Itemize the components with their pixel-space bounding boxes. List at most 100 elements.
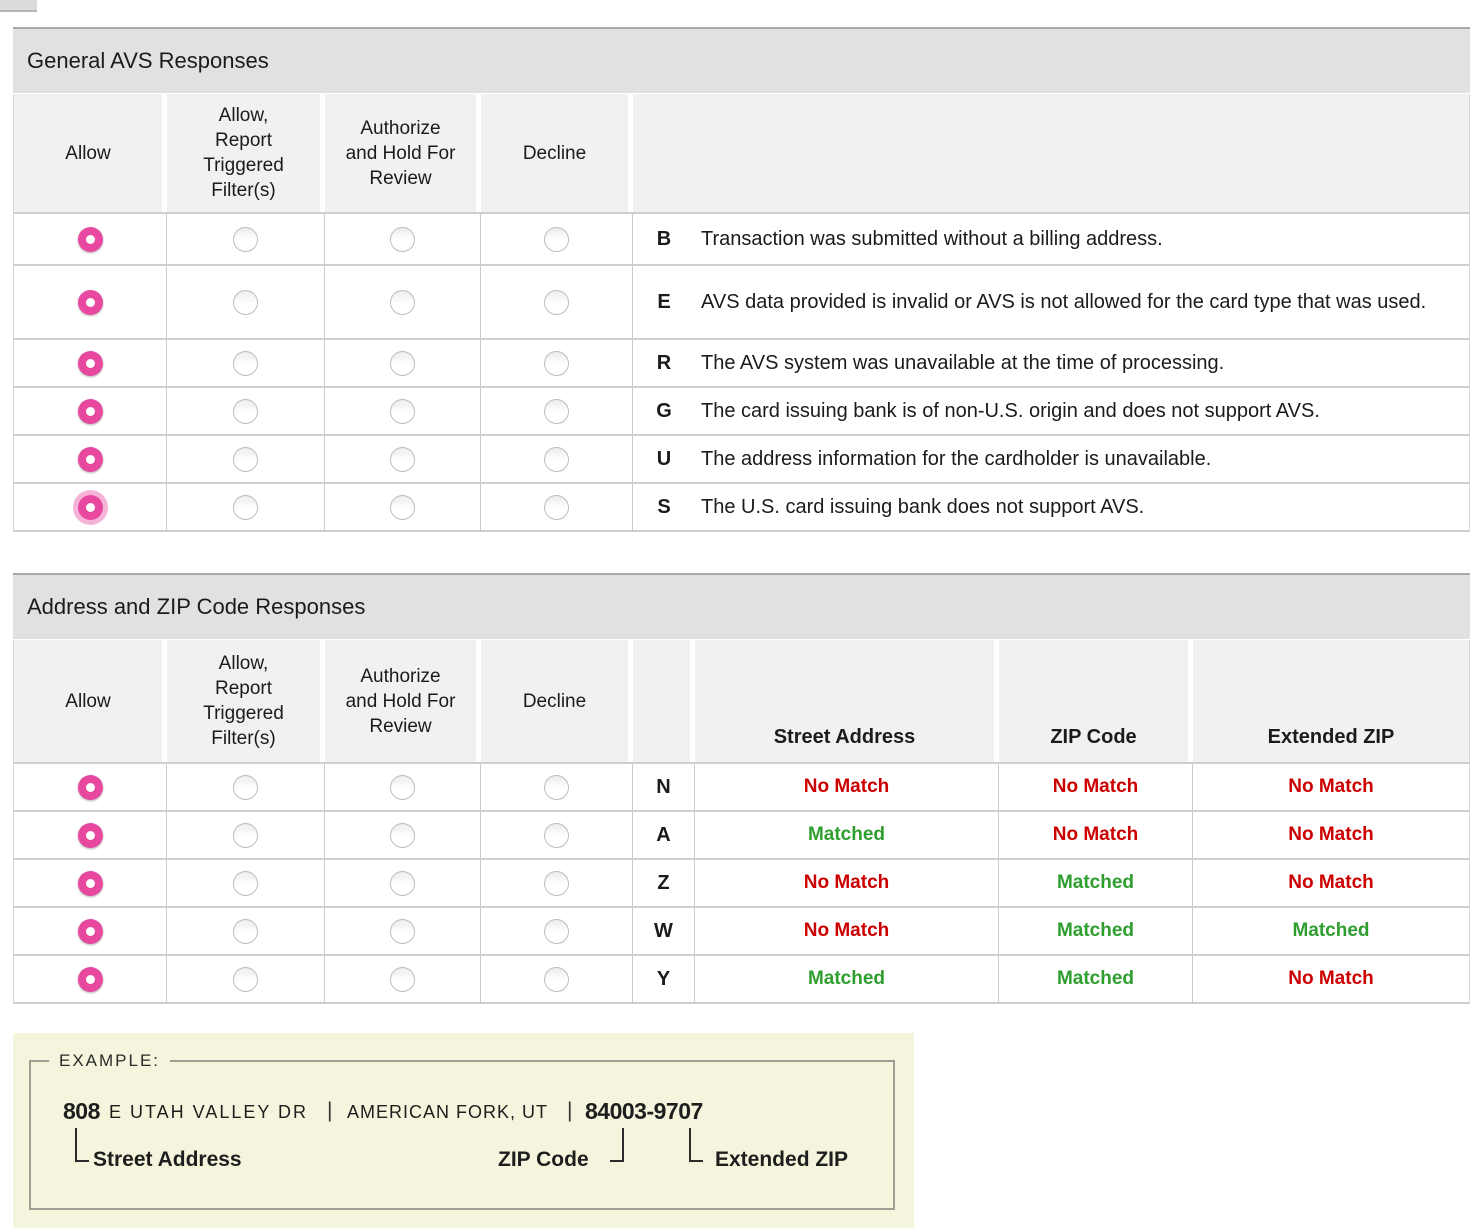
radio-cell <box>325 812 481 858</box>
table-row-E: E AVS data provided is invalid or AVS is … <box>14 266 1469 340</box>
header-allow: Allow <box>14 94 167 212</box>
table-row-S: S The U.S. card issuing bank does not sup… <box>14 484 1469 532</box>
radio-cell <box>167 388 325 434</box>
radio-authorize-hold-N[interactable] <box>390 774 415 800</box>
radio-report-triggered-E[interactable] <box>233 289 258 315</box>
radio-report-triggered-N[interactable] <box>233 774 258 800</box>
zip-code-connector-line <box>610 1128 624 1162</box>
street-address-match: No Match <box>695 764 999 810</box>
radio-allow-E[interactable] <box>77 289 103 315</box>
radio-authorize-hold-R[interactable] <box>390 350 415 376</box>
radio-authorize-hold-B[interactable] <box>390 226 415 252</box>
table-row-W: W No Match Matched Matched <box>14 908 1469 956</box>
radio-authorize-hold-E[interactable] <box>390 289 415 315</box>
radio-report-triggered-U[interactable] <box>233 446 258 472</box>
radio-cell <box>167 860 325 906</box>
zip-code-match: No Match <box>999 812 1193 858</box>
address-table-title: Address and ZIP Code Responses <box>13 573 1470 639</box>
extended-zip-match: No Match <box>1288 872 1374 893</box>
header-authorize-hold-review: Authorize and Hold For Review <box>325 640 481 762</box>
example-inner-frame: EXAMPLE: 808 E UTAH VALLEY DR | AMERICAN… <box>29 1051 895 1210</box>
radio-decline-Z[interactable] <box>544 870 569 896</box>
example-street-name: E UTAH VALLEY DR <box>109 1102 309 1122</box>
header-street-address: Street Address <box>695 640 999 762</box>
row-description: Transaction was submitted without a bill… <box>701 228 1163 250</box>
table-row-N: N No Match No Match No Match <box>14 764 1469 812</box>
radio-report-triggered-Z[interactable] <box>233 870 258 896</box>
radio-report-triggered-B[interactable] <box>233 226 258 252</box>
radio-allow-W[interactable] <box>77 918 103 944</box>
radio-cell <box>325 764 481 810</box>
radio-report-triggered-S[interactable] <box>233 494 258 520</box>
radio-decline-E[interactable] <box>544 289 569 315</box>
radio-decline-W[interactable] <box>544 918 569 944</box>
radio-allow-N[interactable] <box>77 774 103 800</box>
header-report-triggered-filters: Allow, Report Triggered Filter(s) <box>167 94 325 212</box>
radio-cell <box>14 908 167 954</box>
radio-cell <box>14 956 167 1002</box>
row-code: S <box>657 495 671 518</box>
radio-cell <box>14 436 167 482</box>
radio-decline-U[interactable] <box>544 446 569 472</box>
radio-report-triggered-R[interactable] <box>233 350 258 376</box>
radio-allow-Z[interactable] <box>77 870 103 896</box>
radio-allow-G[interactable] <box>77 398 103 424</box>
radio-cell <box>325 388 481 434</box>
header-authorize-hold-review: Authorize and Hold For Review <box>325 94 481 212</box>
radio-report-triggered-A[interactable] <box>233 822 258 848</box>
radio-authorize-hold-Y[interactable] <box>390 966 415 992</box>
example-city-state: AMERICAN FORK, UT <box>347 1102 549 1122</box>
example-street-number: 808 <box>63 1098 100 1124</box>
radio-cell <box>325 860 481 906</box>
radio-authorize-hold-Z[interactable] <box>390 870 415 896</box>
radio-allow-R[interactable] <box>77 350 103 376</box>
radio-cell <box>14 764 167 810</box>
radio-cell <box>14 484 167 530</box>
radio-allow-B[interactable] <box>77 226 103 252</box>
extended-zip-match: No Match <box>1288 968 1374 989</box>
radio-authorize-hold-G[interactable] <box>390 398 415 424</box>
radio-cell <box>14 388 167 434</box>
radio-decline-R[interactable] <box>544 350 569 376</box>
row-code: A <box>633 812 695 858</box>
radio-decline-Y[interactable] <box>544 966 569 992</box>
radio-authorize-hold-U[interactable] <box>390 446 415 472</box>
header-zip-code: ZIP Code <box>999 640 1193 762</box>
radio-decline-B[interactable] <box>544 226 569 252</box>
street-address-match: Matched <box>695 956 999 1002</box>
radio-cell <box>481 214 633 264</box>
radio-decline-N[interactable] <box>544 774 569 800</box>
radio-cell <box>167 436 325 482</box>
radio-cell <box>481 860 633 906</box>
radio-decline-S[interactable] <box>544 494 569 520</box>
radio-decline-G[interactable] <box>544 398 569 424</box>
radio-cell <box>14 860 167 906</box>
radio-cell <box>325 266 481 338</box>
radio-allow-A[interactable] <box>77 822 103 848</box>
radio-cell <box>167 908 325 954</box>
row-code: Z <box>633 860 695 906</box>
radio-decline-A[interactable] <box>544 822 569 848</box>
zip-code-match: Matched <box>999 908 1193 954</box>
radio-allow-U[interactable] <box>77 446 103 472</box>
radio-authorize-hold-W[interactable] <box>390 918 415 944</box>
radio-cell <box>167 812 325 858</box>
row-description: The card issuing bank is of non-U.S. ori… <box>701 400 1320 422</box>
radio-allow-S[interactable] <box>77 494 103 520</box>
radio-cell <box>481 764 633 810</box>
header-extended-zip: Extended ZIP <box>1193 640 1469 762</box>
radio-authorize-hold-A[interactable] <box>390 822 415 848</box>
radio-cell <box>167 340 325 386</box>
table-row-A: A Matched No Match No Match <box>14 812 1469 860</box>
row-code: E <box>657 290 671 313</box>
row-description: The AVS system was unavailable at the ti… <box>701 352 1225 374</box>
radio-allow-Y[interactable] <box>77 966 103 992</box>
radio-report-triggered-Y[interactable] <box>233 966 258 992</box>
radio-report-triggered-G[interactable] <box>233 398 258 424</box>
street-address-match: No Match <box>695 908 999 954</box>
street-address-match: Matched <box>695 812 999 858</box>
radio-authorize-hold-S[interactable] <box>390 494 415 520</box>
street-address-label: Street Address <box>93 1148 242 1171</box>
radio-report-triggered-W[interactable] <box>233 918 258 944</box>
radio-cell <box>325 340 481 386</box>
